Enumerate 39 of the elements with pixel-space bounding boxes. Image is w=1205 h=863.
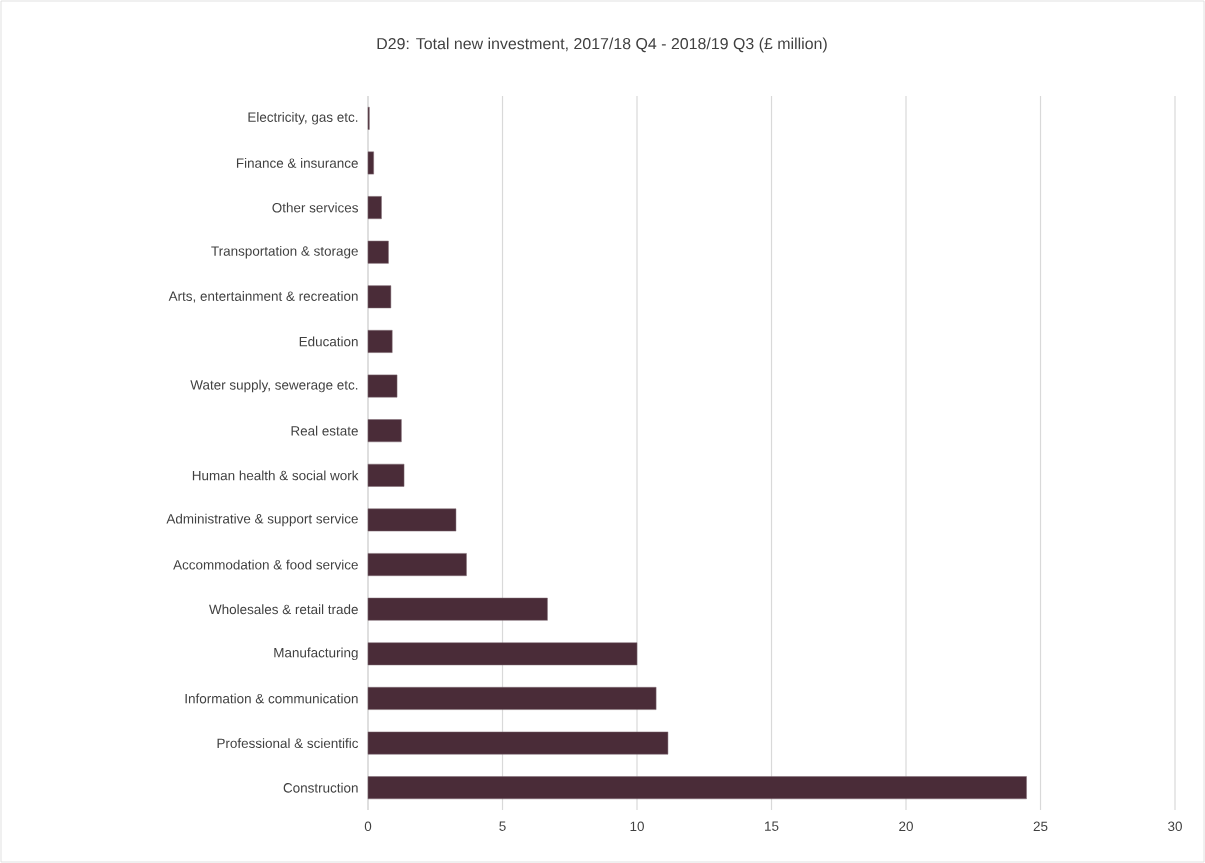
x-tick-label: 30: [1168, 821, 1182, 832]
y-tick-label: Finance & insurance: [236, 158, 358, 168]
bar: [367, 597, 548, 621]
bar: [367, 553, 467, 576]
y-tick-label: Construction: [283, 782, 358, 793]
x-tick-label: 10: [630, 821, 644, 832]
bar: [367, 776, 1027, 800]
y-tick-label: Water supply, sewerage etc.: [190, 379, 358, 393]
y-tick-label: Administrative & support service: [166, 513, 358, 527]
y-tick-label: Education: [299, 336, 358, 347]
y-tick-label: Human health & social work: [192, 470, 359, 481]
y-tick-label: Accommodation & food service: [173, 559, 358, 570]
x-tick-label: 25: [1033, 821, 1048, 832]
bar: [367, 196, 382, 219]
bar: [367, 508, 457, 532]
bar: [367, 374, 398, 398]
y-tick-label: Information & communication: [185, 693, 358, 704]
y-tick-label: Arts, entertainment & recreation: [168, 291, 358, 303]
bar: [367, 463, 405, 487]
y-tick-label: Other services: [272, 202, 358, 213]
x-tick-label: 0: [364, 821, 372, 832]
y-tick-label: Manufacturing: [274, 647, 358, 661]
y-tick-label: Transportation & storage: [211, 245, 358, 259]
y-tick-label: Electricity, gas etc.: [248, 112, 358, 125]
y-tick-label: Real estate: [291, 425, 358, 436]
bar: [367, 285, 392, 309]
chart-title: D29: Total new investment, 2017/18 Q4 - 2018/19 Q3 (£ million): [377, 37, 827, 53]
x-tick-label: 15: [765, 821, 779, 831]
x-tick-label: 5: [499, 821, 506, 831]
bar: [367, 330, 393, 353]
y-tick-label: Wholesales & retail trade: [209, 604, 358, 615]
x-tick-label: 20: [899, 821, 913, 832]
y-tick-label: Professional & scientific: [217, 738, 359, 748]
bar: [367, 687, 657, 710]
bar: [367, 419, 402, 443]
bar: [367, 642, 638, 666]
bar: [367, 731, 669, 755]
bar: [367, 240, 389, 264]
bar: [367, 151, 374, 175]
